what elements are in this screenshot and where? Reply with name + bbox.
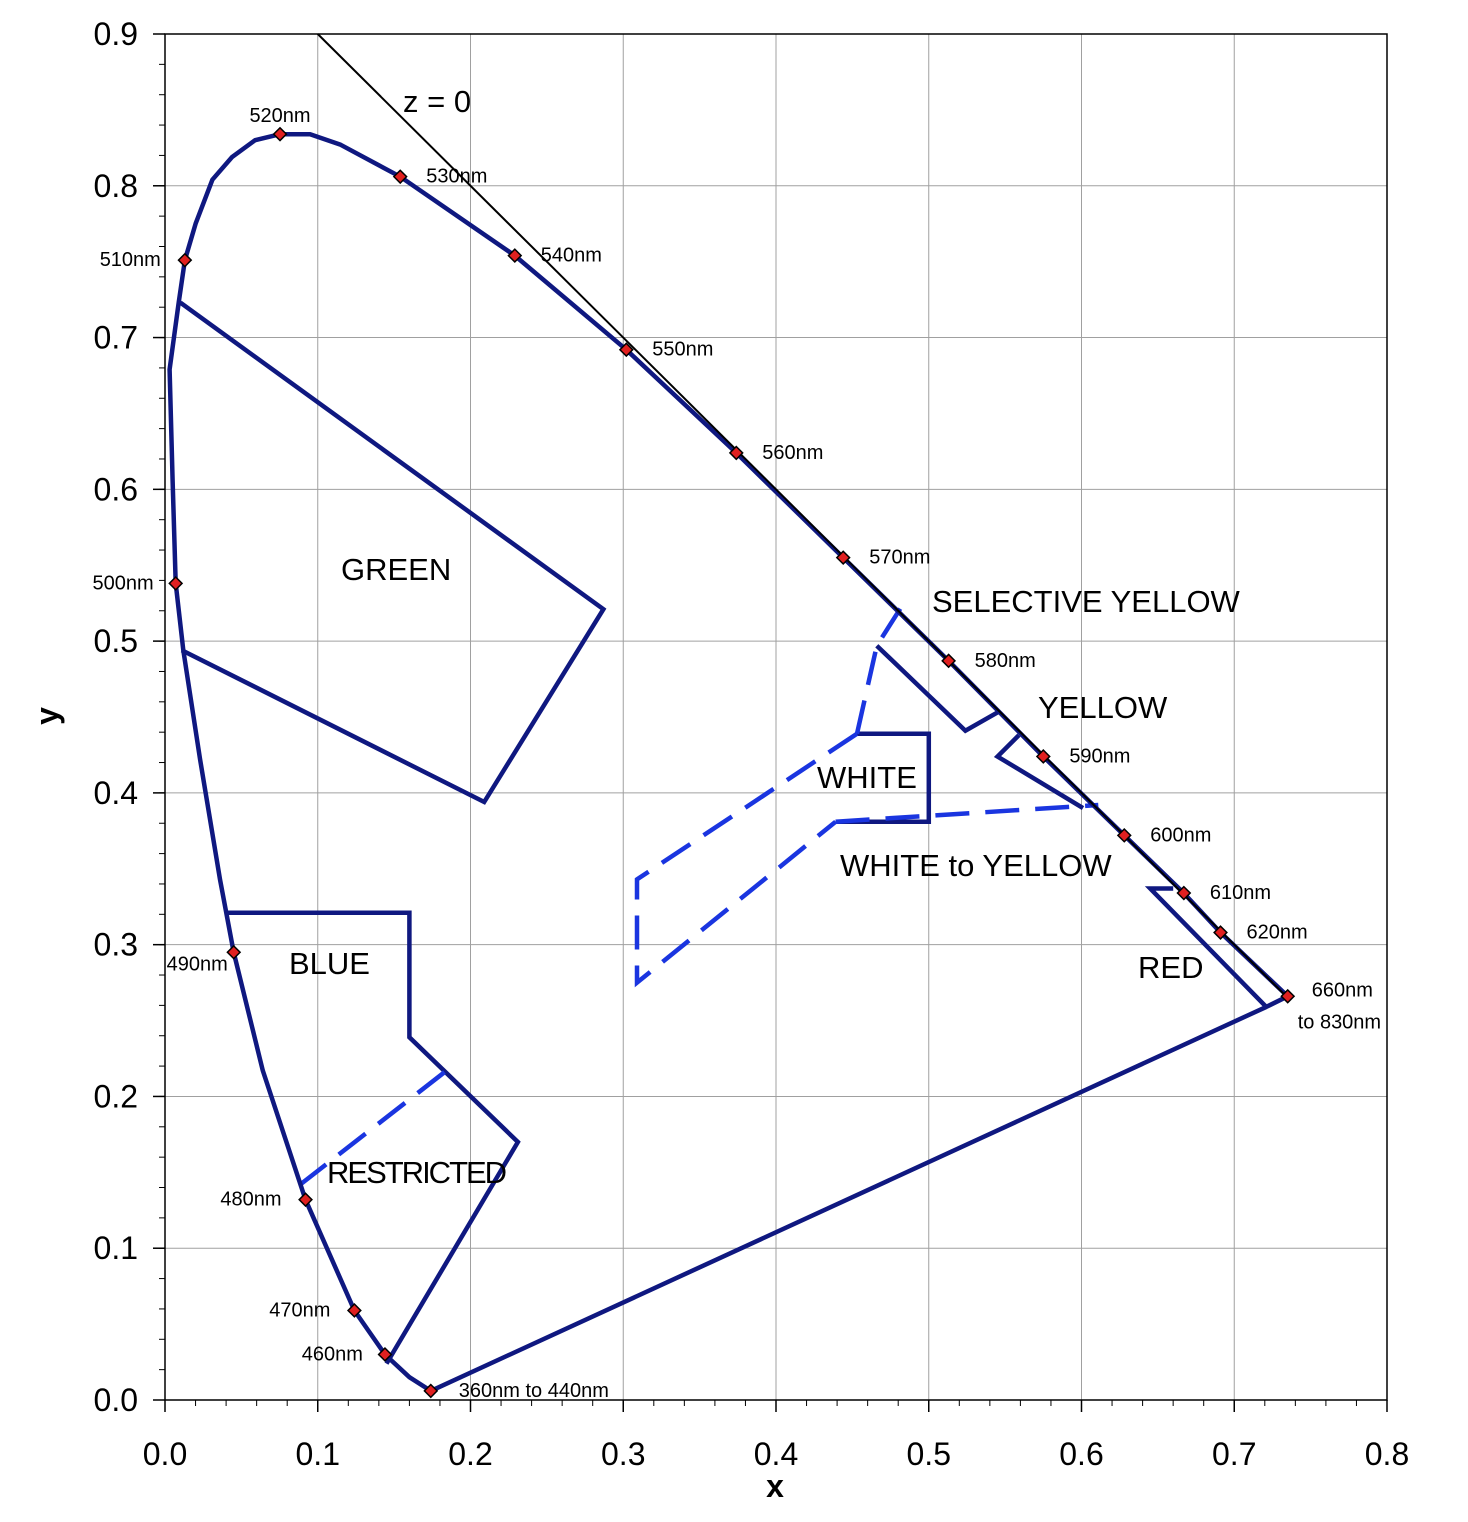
wavelength-label: 470nm (269, 1299, 330, 1321)
wavelength-label: 530nm (426, 166, 487, 188)
wavelength-marker (835, 550, 851, 566)
region-label-red: RED (1138, 950, 1203, 985)
y-tick-label: 0.1 (94, 1230, 138, 1266)
wavelength-marker (423, 1383, 439, 1399)
wavelength-marker (226, 944, 242, 960)
region-boundary-blue (224, 910, 521, 1365)
wavelength-marker (618, 342, 634, 358)
wavelength-marker (728, 445, 744, 461)
y-tick-label: 0.8 (94, 168, 138, 204)
region-boundary-yellow (993, 733, 1085, 811)
wavelength-label: 610nm (1210, 882, 1271, 904)
x-tick-label: 0.8 (1365, 1436, 1409, 1472)
wavelength-marker (298, 1192, 313, 1208)
wavelength-label: 620nm (1247, 922, 1308, 944)
wavelength-marker (346, 1303, 362, 1318)
y-axis-title: y (29, 707, 65, 725)
wavelength-marker (1116, 827, 1132, 843)
wavelength-label: 560nm (762, 442, 823, 464)
wavelength-marker (507, 248, 523, 264)
wavelength-marker (1035, 749, 1051, 764)
region-boundary-red (1144, 886, 1268, 1009)
x-tick-label: 0.0 (143, 1436, 187, 1472)
wavelength-label: 590nm (1069, 745, 1130, 767)
y-tick-labels: 0.0 0.1 0.2 0.3 0.4 0.5 0.6 0.7 0.8 0.9 (94, 16, 138, 1418)
x-tick-label: 0.1 (296, 1436, 340, 1472)
wavelength-label: 360nm to 440nm (459, 1380, 609, 1402)
wavelength-label: 540nm (541, 245, 602, 267)
x-tick-label: 0.4 (754, 1436, 798, 1472)
wavelength-label: 490nm (167, 953, 228, 975)
wavelength-marker (177, 252, 193, 268)
y-tick-label: 0.0 (94, 1382, 138, 1418)
wavelength-marker (1176, 885, 1192, 901)
x-tick-label: 0.2 (448, 1436, 492, 1472)
region-label-yellow: YELLOW (1038, 690, 1168, 725)
region-label-white: WHITE (817, 760, 917, 795)
region-dashed-boundary-white (634, 731, 859, 988)
region-dashed-boundary-white-to-yellow (835, 802, 1099, 824)
x-axis-title: x (766, 1468, 784, 1504)
y-tick-label: 0.7 (94, 320, 138, 356)
plot-frame (164, 33, 1388, 1401)
wavelength-label: 550nm (652, 339, 713, 361)
z-line-label: z = 0 (403, 84, 471, 119)
region-label-blue: BLUE (289, 946, 370, 981)
wavelength-marker (392, 169, 408, 185)
wavelength-label: 520nm (249, 105, 310, 127)
wavelength-label: 600nm (1150, 824, 1211, 846)
wavelength-label: 570nm (869, 547, 930, 569)
wavelength-marker (1280, 988, 1296, 1004)
wavelength-label: 500nm (93, 572, 154, 594)
region-boundary-white (835, 731, 932, 824)
y-tick-label: 0.6 (94, 471, 138, 507)
wavelength-label: 480nm (220, 1189, 281, 1211)
y-tick-label: 0.2 (94, 1078, 138, 1114)
region-label-green: GREEN (341, 552, 451, 587)
regions (178, 300, 1268, 1365)
y-tick-label: 0.9 (94, 16, 138, 52)
wavelength-label: 460nm (302, 1343, 363, 1365)
wavelength-marker (272, 126, 288, 142)
wavelength-marker (1213, 925, 1228, 940)
region-dashed-boundary-white-to-yellow (854, 603, 905, 735)
x-tick-labels: 0.0 0.1 0.2 0.3 0.4 0.5 0.6 0.7 0.8 (143, 1436, 1409, 1472)
wavelength-marker (377, 1347, 393, 1362)
wavelength-markers: 360nm to 440nm 460nm 470nm 480nm 490nm 500nm 5… (93, 105, 1382, 1402)
x-tick-label: 0.5 (907, 1436, 951, 1472)
y-tick-label: 0.5 (94, 623, 138, 659)
wavelength-label: 660nm (1312, 979, 1373, 1001)
region-dashed-boundary-restricted (295, 1070, 446, 1190)
wavelength-marker (168, 576, 184, 591)
wavelength-marker (941, 653, 957, 669)
region-boundary-green (178, 300, 607, 805)
x-tick-label: 0.6 (1059, 1436, 1103, 1472)
wavelength-label: 510nm (100, 249, 161, 271)
grid (164, 33, 1388, 1401)
wavelength-label: 580nm (975, 650, 1036, 672)
x-tick-label: 0.3 (601, 1436, 645, 1472)
region-label-selective-yellow: SELECTIVE YELLOW (932, 584, 1241, 619)
y-tick-label: 0.3 (94, 927, 138, 963)
region-label-white-to-yellow: WHITE to YELLOW (840, 848, 1112, 883)
wavelength-label: to 830nm (1298, 1011, 1381, 1033)
region-boundary-selective-yellow (875, 644, 999, 734)
region-label-restricted: RESTRICTED (327, 1155, 506, 1190)
x-tick-label: 0.7 (1212, 1436, 1256, 1472)
y-tick-label: 0.4 (94, 775, 138, 811)
minor-ticks (153, 33, 1388, 1412)
